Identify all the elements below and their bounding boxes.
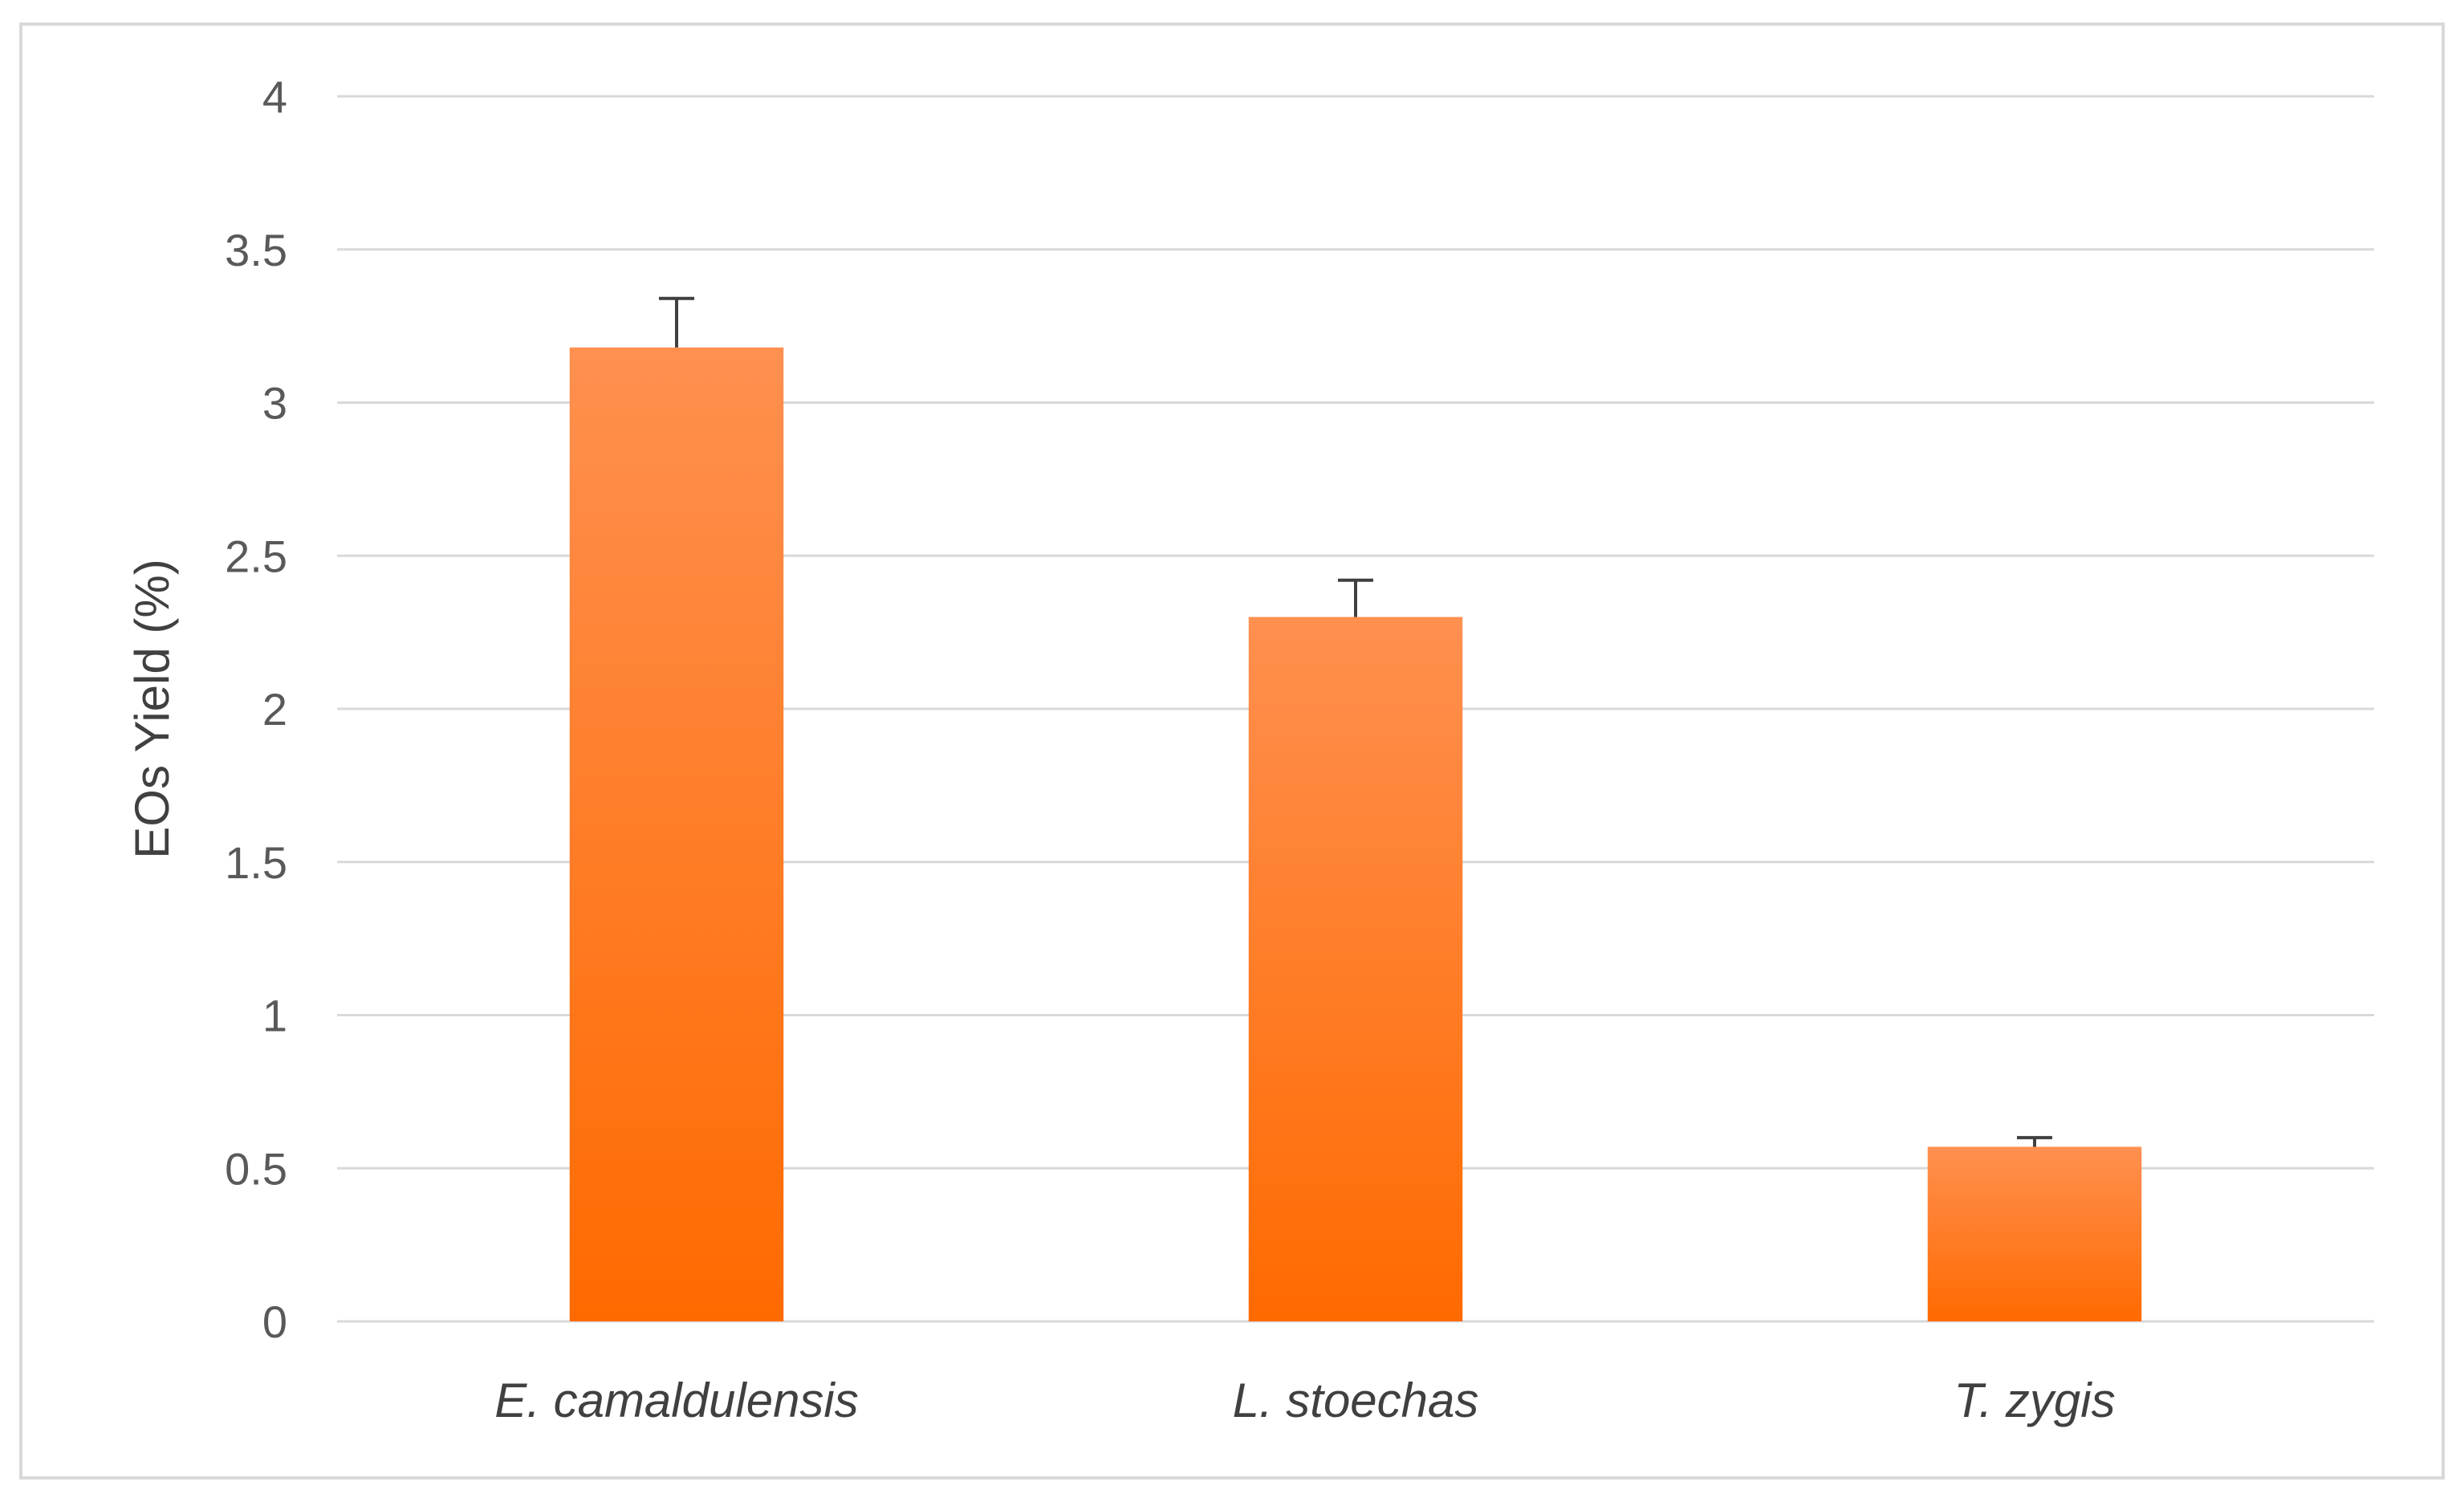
y-tick-label: 1 bbox=[262, 991, 287, 1041]
x-category-label: L. stoechas bbox=[1233, 1374, 1479, 1427]
x-category-label: E. camaldulensis bbox=[494, 1374, 859, 1427]
bar bbox=[1248, 617, 1463, 1321]
y-tick-label: 0.5 bbox=[225, 1143, 287, 1194]
y-tick-label: 3.5 bbox=[225, 225, 287, 275]
y-tick-label: 4 bbox=[262, 71, 287, 122]
bars bbox=[569, 347, 2142, 1322]
y-tick-label: 3 bbox=[262, 378, 287, 429]
y-axis-title: EOs Yield (%) bbox=[125, 559, 179, 858]
x-axis-categories: E. camaldulensis L. stoechas T. zygis bbox=[494, 1374, 2115, 1427]
bar bbox=[1927, 1146, 2142, 1321]
x-category-label: T. zygis bbox=[1954, 1374, 2115, 1427]
y-tick-label: 2 bbox=[262, 684, 287, 735]
y-axis-ticks: 0 0.5 1 1.5 2 2.5 3 3.5 4 bbox=[225, 71, 287, 1347]
y-tick-label: 0 bbox=[262, 1296, 287, 1347]
y-tick-label: 1.5 bbox=[225, 837, 287, 888]
y-tick-label: 2.5 bbox=[225, 531, 287, 581]
bar bbox=[569, 347, 784, 1322]
error-bars bbox=[659, 296, 2052, 1147]
